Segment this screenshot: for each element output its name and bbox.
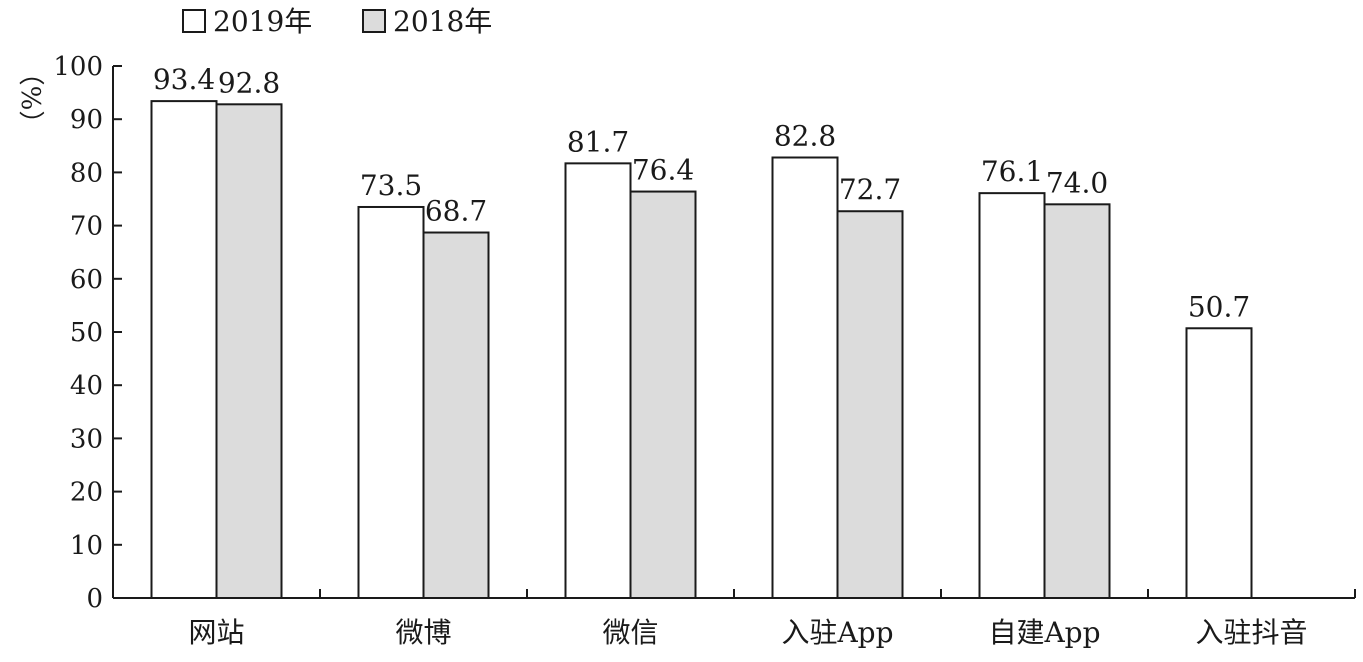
bar-2018年 — [629, 190, 697, 599]
y-tick-label: 20 — [70, 478, 103, 508]
bar-2018年 — [422, 231, 490, 600]
y-tick-label: 100 — [53, 52, 103, 82]
bar-value-label: 68.7 — [425, 195, 487, 228]
bar-value-label: 82.8 — [774, 120, 836, 153]
legend-swatch — [182, 9, 206, 33]
x-category-label: 微博 — [395, 616, 451, 649]
bar-value-label: 50.7 — [1188, 290, 1250, 323]
value-labels-group: 93.4 92.8 73.568.7 81.776.4 82.872.7 76.1 74.0… — [153, 63, 1250, 323]
bar-2019年 — [357, 205, 425, 599]
bar-value-label: 81.7 — [567, 125, 629, 158]
legend: 2019年 2018年 — [182, 5, 492, 38]
y-tick-label: 30 — [70, 424, 103, 454]
y-tick-label: 50 — [70, 318, 103, 348]
bar-value-label: 92.8 — [218, 66, 280, 99]
x-category-label: 自建App — [988, 616, 1100, 649]
y-tick-label: 70 — [70, 212, 103, 242]
bar-value-label: 93.4 — [153, 63, 215, 96]
y-tick-label: 80 — [70, 158, 103, 188]
bar-2019年 — [978, 192, 1046, 599]
bar-2018年 — [836, 210, 904, 599]
x-axis: 网站 微博 微信 入驻App 自建App 入驻抖音 — [113, 589, 1356, 649]
x-category-label: 入驻抖音 — [1195, 616, 1307, 649]
bar-2019年 — [771, 156, 839, 599]
y-tick-label: 10 — [70, 531, 103, 561]
x-category-label: 入驻App — [781, 616, 893, 649]
bar-value-label: 74.0 — [1046, 166, 1108, 199]
x-category-label: 网站 — [188, 616, 244, 649]
bar-2019年 — [564, 162, 632, 600]
bar-2019年 — [150, 100, 218, 599]
bar-2018年 — [215, 103, 283, 600]
x-category-label: 微信 — [602, 616, 658, 649]
legend-label: 2018年 — [393, 5, 492, 38]
y-tick-label: 90 — [70, 105, 103, 135]
y-tick-label: 60 — [70, 265, 103, 295]
y-axis-unit-label: （%） — [15, 60, 45, 137]
bar-2019年 — [1185, 327, 1253, 599]
bar-value-label: 76.1 — [981, 155, 1043, 188]
y-axis: 0 10 20 30 40 50 60 70 80 90 100 — [53, 52, 122, 614]
legend-label: 2019年 — [213, 5, 312, 38]
y-tick-label: 40 — [70, 371, 103, 401]
bars-group — [150, 100, 1253, 600]
bar-value-label: 73.5 — [360, 169, 422, 202]
bar-value-label: 72.7 — [839, 173, 901, 206]
legend-swatch — [362, 9, 386, 33]
bar-2018年 — [1043, 203, 1111, 599]
bar-value-label: 76.4 — [632, 154, 694, 187]
y-tick-label: 0 — [86, 584, 103, 614]
